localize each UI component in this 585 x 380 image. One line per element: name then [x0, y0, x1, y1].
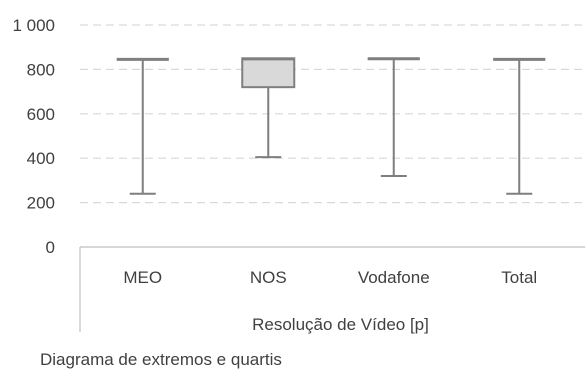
- y-tick-label: 0: [46, 238, 55, 257]
- y-axis-ticks: 0 200 400 600 800 1 000: [12, 16, 55, 257]
- x-tick-label: Vodafone: [358, 268, 430, 287]
- x-tick-label: NOS: [250, 268, 287, 287]
- boxes: [116, 57, 546, 195]
- y-tick-label: 600: [27, 105, 55, 124]
- axes: [79, 246, 585, 332]
- box-iqr: [241, 57, 296, 89]
- chart-caption: Diagrama de extremos e quartis: [40, 350, 282, 369]
- box-meo: [116, 57, 169, 195]
- box-total: [493, 57, 546, 195]
- y-tick-label: 1 000: [12, 16, 55, 35]
- x-axis-title: Resolução de Vídeo [p]: [252, 315, 429, 334]
- y-tick-label: 800: [27, 60, 55, 79]
- box-nos: [241, 57, 296, 159]
- x-tick-label: MEO: [123, 268, 162, 287]
- x-tick-label: Total: [501, 268, 537, 287]
- y-tick-label: 400: [27, 149, 55, 168]
- y-tick-label: 200: [27, 194, 55, 213]
- x-axis-ticks: MEO NOS Vodafone Total: [123, 268, 537, 287]
- box-vodafone: [367, 57, 420, 177]
- gridlines: [80, 24, 585, 204]
